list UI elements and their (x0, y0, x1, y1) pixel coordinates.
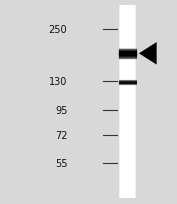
Bar (120, 6, 135, 198)
Text: 250: 250 (49, 25, 67, 34)
Text: 95: 95 (55, 105, 67, 115)
Text: 72: 72 (55, 131, 67, 141)
Polygon shape (139, 43, 157, 65)
Text: 130: 130 (49, 77, 67, 86)
Text: 55: 55 (55, 158, 67, 168)
Bar (119, 6, 136, 198)
